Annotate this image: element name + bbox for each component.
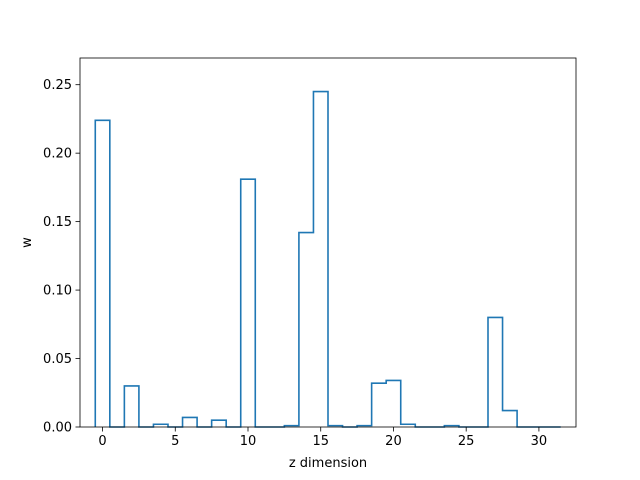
x-tick-label: 25: [458, 434, 475, 449]
y-tick-label: 0.15: [43, 215, 72, 230]
x-tick-label: 30: [531, 434, 548, 449]
y-axis-label: w: [20, 237, 35, 248]
x-tick-label: 15: [312, 434, 329, 449]
x-axis-label: z dimension: [289, 456, 367, 471]
y-tick-label: 0.10: [43, 284, 72, 299]
x-axis-ticks: 0 5 10 15 20 25 30: [98, 427, 547, 449]
axes-frame: [79, 57, 577, 428]
x-tick-label: 10: [240, 434, 257, 449]
y-axis-ticks: 0.00 0.05 0.10 0.15 0.20 0.25: [43, 78, 80, 436]
y-tick-label: 0.20: [43, 147, 72, 162]
y-tick-label: 0.00: [43, 421, 72, 436]
x-tick-label: 5: [171, 434, 179, 449]
y-tick-label: 0.05: [43, 352, 72, 367]
x-tick-label: 20: [385, 434, 402, 449]
x-tick-label: 0: [98, 434, 106, 449]
y-tick-label: 0.25: [43, 78, 72, 93]
